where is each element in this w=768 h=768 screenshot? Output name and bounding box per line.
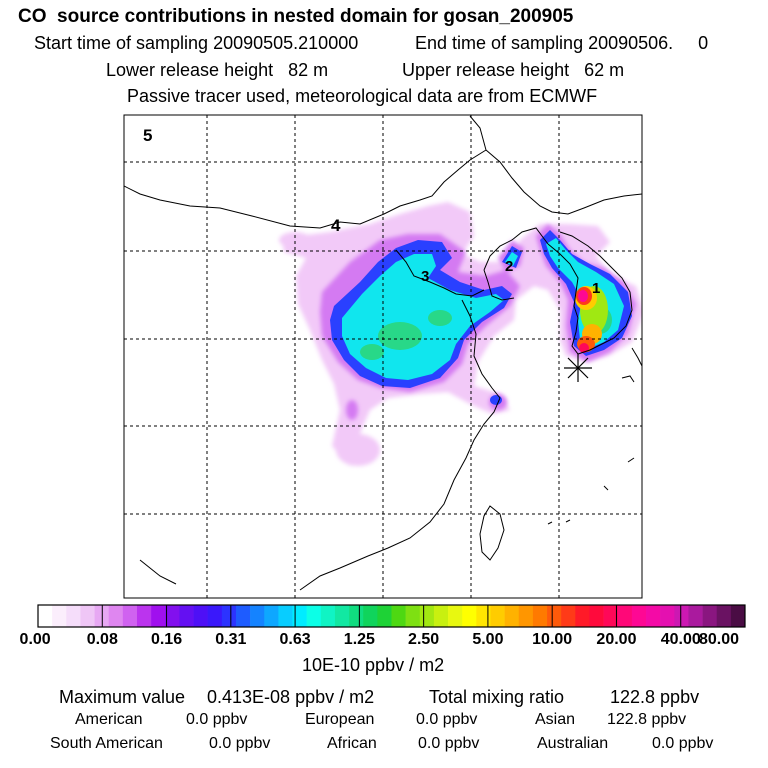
- colorbar-swatch: [320, 605, 336, 627]
- receptor-star-icon: [564, 354, 592, 382]
- colorbar-swatch: [688, 605, 703, 627]
- colorbar-tick-label: 10.00: [532, 631, 573, 648]
- colorbar-swatch: [108, 605, 124, 627]
- tracer-note: Passive tracer used, meteorological data…: [127, 86, 598, 106]
- colorbar-swatch: [575, 605, 590, 627]
- colorbar-tick-label: 0.08: [86, 631, 118, 648]
- south-american-label: South American: [50, 735, 163, 752]
- colorbar-tick-label: 1.25: [343, 631, 375, 648]
- colorbar-swatch: [377, 605, 392, 627]
- colorbar-swatch: [391, 605, 406, 627]
- colorbar-swatch: [674, 605, 689, 627]
- colorbar-swatch: [631, 605, 647, 627]
- colorbar-swatch: [264, 605, 279, 627]
- colorbar-tick-labels: 0.00 0.08 0.16 0.31 0.63 1.25 2.50 5.00 10.00 20.…: [0, 631, 768, 651]
- colorbar-swatch: [589, 605, 604, 627]
- colorbar-swatch: [702, 605, 718, 627]
- colorbar-tick-label: 0.63: [279, 631, 311, 648]
- african-label: African: [327, 735, 377, 752]
- american-value: 0.0 ppbv: [186, 711, 248, 728]
- colorbar-swatch: [405, 605, 421, 627]
- colorbar-swatch: [80, 605, 95, 627]
- colorbar-units: 10E-10 ppbv / m2: [302, 655, 445, 675]
- colorbar-swatch: [660, 605, 675, 627]
- colorbar-swatch: [38, 605, 53, 627]
- european-label: European: [305, 711, 375, 728]
- colorbar-tick-label: 2.50: [408, 631, 440, 648]
- region-label-4: 4: [331, 216, 341, 235]
- australian-label: Australian: [537, 735, 609, 752]
- colorbar-swatch: [136, 605, 152, 627]
- colorbar-tick-label: 0.00: [19, 631, 51, 648]
- colorbar-swatch: [151, 605, 166, 627]
- colorbar-swatch: [306, 605, 322, 627]
- colorbar-swatch: [250, 605, 265, 627]
- colorbar-swatch: [646, 605, 661, 627]
- colorbar-swatch: [561, 605, 576, 627]
- colorbar-tick-label: 20.00: [596, 631, 637, 648]
- end-time-label: End time of sampling 20090506. 0: [415, 33, 709, 53]
- colorbar-swatch: [278, 605, 293, 627]
- map-frame: [123, 114, 643, 599]
- south-american-value: 0.0 ppbv: [209, 735, 271, 752]
- start-time-label: Start time of sampling 20090505.210000: [34, 33, 359, 53]
- colorbar-swatch: [52, 605, 67, 627]
- colorbar-swatch: [66, 605, 81, 627]
- colorbar-swatch: [716, 605, 732, 627]
- colorbar-swatch: [433, 605, 449, 627]
- colorbar-swatch: [476, 605, 491, 627]
- upper-release-height: Upper release height 62 m: [402, 60, 625, 80]
- region-label-1: 1: [592, 280, 600, 297]
- colorbar-swatch: [179, 605, 194, 627]
- colorbar-swatch: [235, 605, 251, 627]
- region-label-3: 3: [421, 268, 429, 285]
- plot-title: CO source contributions in nested domain…: [18, 6, 574, 27]
- asian-value: 122.8 ppbv: [607, 711, 687, 728]
- american-label: American: [75, 711, 143, 728]
- max-value-label: Maximum value: [59, 687, 186, 707]
- colorbar-swatch: [334, 605, 350, 627]
- african-value: 0.0 ppbv: [418, 735, 480, 752]
- total-mixing-label: Total mixing ratio: [429, 687, 565, 707]
- colorbar-swatch: [165, 605, 180, 627]
- colorbar-tick-label: 5.00: [472, 631, 504, 648]
- colorbar-swatch: [193, 605, 208, 627]
- region-label-5: 5: [143, 126, 152, 145]
- colorbar-swatch: [504, 605, 520, 627]
- colorbar-tick-label: 40.00: [660, 631, 701, 648]
- colorbar-tick-label: 80.00: [698, 631, 740, 648]
- region-label-2: 2: [505, 258, 513, 275]
- european-value: 0.0 ppbv: [416, 711, 478, 728]
- colorbar-swatch: [490, 605, 505, 627]
- asian-label: Asian: [535, 711, 576, 728]
- colorbar-swatch: [730, 605, 746, 627]
- max-value: 0.413E-08 ppbv / m2: [207, 687, 375, 707]
- colorbar-swatch: [603, 605, 619, 627]
- colorbar-swatch: [419, 605, 435, 627]
- colorbar: [38, 605, 746, 627]
- colorbar-swatch: [221, 605, 237, 627]
- colorbar-swatch: [292, 605, 307, 627]
- colorbar-frame: [37, 604, 746, 628]
- lower-release-height: Lower release height 82 m: [106, 60, 329, 80]
- colorbar-swatch: [617, 605, 633, 627]
- colorbar-swatch: [518, 605, 534, 627]
- colorbar-swatch: [448, 605, 463, 627]
- colorbar-swatch: [207, 605, 223, 627]
- lat-lon-grid: [124, 115, 642, 598]
- colorbar-swatch: [122, 605, 138, 627]
- colorbar-swatch: [462, 605, 477, 627]
- australian-value: 0.0 ppbv: [652, 735, 714, 752]
- colorbar-tick-label: 0.31: [215, 631, 247, 648]
- coastlines: [124, 115, 642, 591]
- colorbar-swatch: [547, 605, 562, 627]
- colorbar-tick-label: 0.16: [150, 631, 183, 648]
- colorbar-swatch: [532, 605, 548, 627]
- total-mixing-value: 122.8 ppbv: [610, 687, 700, 707]
- colorbar-swatch: [363, 605, 378, 627]
- colorbar-swatch: [349, 605, 364, 627]
